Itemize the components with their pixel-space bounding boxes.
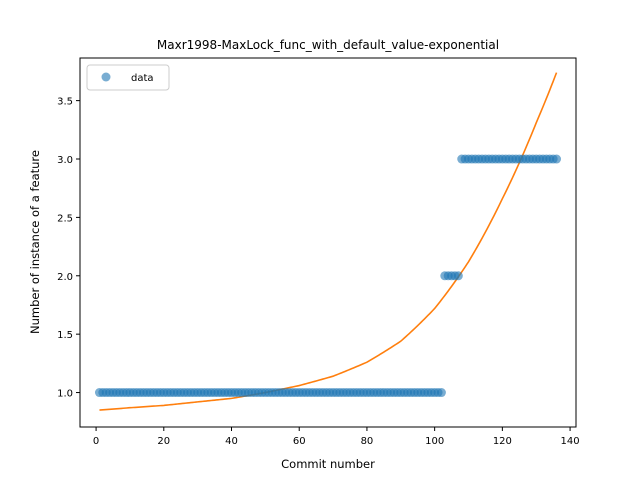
x-tick-label: 80: [361, 436, 374, 447]
data-point: [453, 271, 463, 281]
fit-curve: [99, 72, 558, 411]
y-tick-label: 3.0: [57, 155, 73, 166]
data-point: [552, 154, 562, 164]
data-point: [436, 388, 446, 398]
y-tick-label: 2.0: [57, 272, 73, 283]
y-tick-label: 1.5: [57, 330, 73, 341]
x-axis-label: Commit number: [281, 457, 375, 471]
legend-box: [86, 64, 170, 91]
legend: data: [86, 64, 170, 91]
legend-label-data: data: [131, 73, 154, 84]
y-tick-label: 1.0: [57, 389, 73, 400]
x-tick-label: 140: [561, 436, 580, 447]
plot-background: [80, 58, 576, 427]
legend-marker-data: [101, 72, 111, 82]
chart-title: Maxr1998-MaxLock_func_with_default_value…: [157, 38, 499, 52]
axes-frame: [79, 57, 577, 428]
x-tick-label: 100: [425, 436, 444, 447]
x-axis: 0 20 40 60 80 100 120 140: [93, 427, 580, 447]
x-tick-label: 60: [293, 436, 306, 447]
y-tick-label: 3.5: [57, 97, 73, 108]
plot-area: [79, 57, 577, 428]
points-layer: [94, 154, 562, 398]
x-tick-label: 120: [493, 436, 512, 447]
fit-layer: [99, 72, 558, 411]
y-axis-label: Number of instance of a feature: [28, 150, 42, 334]
x-tick-label: 20: [157, 436, 170, 447]
x-tick-label: 0: [93, 436, 99, 447]
x-tick-label: 40: [225, 436, 238, 447]
y-tick-label: 2.5: [57, 213, 73, 224]
y-axis: 1.0 1.5 2.0 2.5 3.0 3.5: [57, 97, 80, 400]
